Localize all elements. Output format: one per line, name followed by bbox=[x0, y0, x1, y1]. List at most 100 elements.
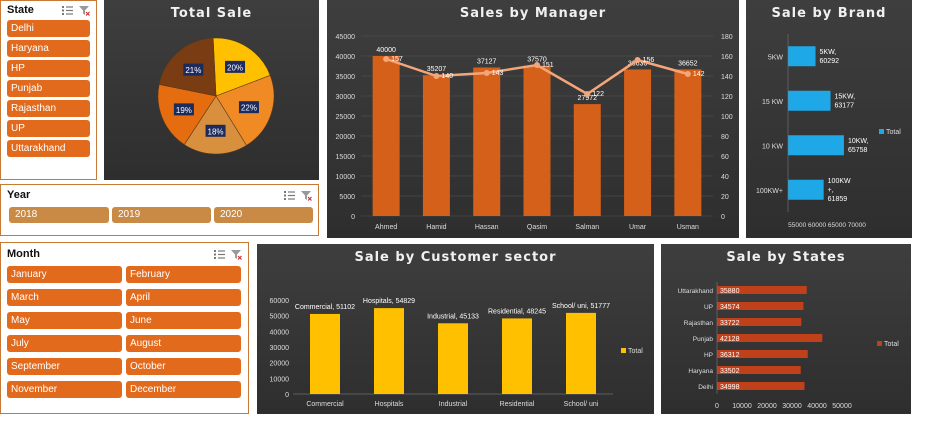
state-item-punjab[interactable]: Punjab bbox=[7, 80, 90, 97]
x-tick-label: 50000 bbox=[832, 403, 852, 410]
x-tick-label: Hamid bbox=[426, 224, 446, 231]
state-item-hp[interactable]: HP bbox=[7, 60, 90, 77]
line-data-label: 142 bbox=[693, 71, 705, 78]
y-tick-label: 25000 bbox=[336, 114, 356, 121]
bar-data-label: 42128 bbox=[720, 336, 740, 343]
state-item-delhi[interactable]: Delhi bbox=[7, 20, 90, 37]
y2-tick-label: 0 bbox=[721, 214, 725, 221]
multi-select-icon[interactable] bbox=[62, 5, 73, 16]
month-item-october[interactable]: October bbox=[126, 358, 241, 375]
state-item-uttarakhand[interactable]: Uttarakhand bbox=[7, 140, 90, 157]
state-item-haryana[interactable]: Haryana bbox=[7, 40, 90, 57]
state-item-rajasthan[interactable]: Rajasthan bbox=[7, 100, 90, 117]
line-data-label: 122 bbox=[592, 91, 604, 98]
year-item-2018[interactable]: 2018 bbox=[9, 207, 109, 223]
bar-data-label: 63177 bbox=[835, 102, 855, 109]
y2-tick-label: 140 bbox=[721, 74, 733, 81]
month-item-february[interactable]: February bbox=[126, 266, 241, 283]
bar bbox=[788, 90, 831, 111]
bar bbox=[473, 67, 501, 216]
month-item-january[interactable]: January bbox=[7, 266, 122, 283]
year-item-2020[interactable]: 2020 bbox=[214, 207, 313, 223]
month-item-may[interactable]: May bbox=[7, 312, 122, 329]
pie-label-box bbox=[225, 60, 246, 73]
month-item-march[interactable]: March bbox=[7, 289, 122, 306]
bar bbox=[502, 318, 532, 394]
x-tick-label: Industrial bbox=[439, 401, 468, 408]
x-tick-label: Residential bbox=[500, 401, 535, 408]
sale-by-brand-panel: Sale by Brand 5KW 5KW, 60292 15 KW 15KW, 6317… bbox=[746, 0, 912, 238]
bar-data-label: 15KW, bbox=[835, 93, 856, 100]
y2-tick-label: 80 bbox=[721, 134, 729, 141]
state-slicer: State Delhi Haryana HP Punjab Rajasthan … bbox=[0, 0, 97, 180]
bar-data-label: Industrial, 45133 bbox=[427, 313, 479, 320]
line-data-label: 157 bbox=[391, 56, 403, 63]
month-item-june[interactable]: June bbox=[126, 312, 241, 329]
pie-label-box bbox=[205, 124, 226, 137]
month-item-august[interactable]: August bbox=[126, 335, 241, 352]
x-tick-label: 30000 bbox=[782, 403, 802, 410]
year-item-2019[interactable]: 2019 bbox=[112, 207, 211, 223]
bar bbox=[788, 135, 844, 156]
clear-filter-icon[interactable] bbox=[231, 249, 242, 260]
state-slicer-header: State bbox=[1, 1, 96, 17]
customer-sector-chart: 0 10000 20000 30000 40000 50000 60000 Commercia… bbox=[270, 298, 644, 408]
total-sale-panel: Total Sale 20% 22% 18% 19% 21% bbox=[104, 0, 319, 180]
bar-data-label: 34574 bbox=[720, 304, 740, 311]
y-tick-label: 10000 bbox=[336, 174, 356, 181]
x-tick-label: 10000 bbox=[732, 403, 752, 410]
bar bbox=[717, 366, 801, 374]
multi-select-icon[interactable] bbox=[284, 190, 295, 201]
month-item-april[interactable]: April bbox=[126, 289, 241, 306]
y-tick-label: 30000 bbox=[270, 345, 290, 352]
bar bbox=[372, 56, 400, 216]
x-tick-label: 0 bbox=[715, 403, 719, 410]
bar bbox=[717, 382, 805, 390]
line-data-label: 151 bbox=[542, 62, 554, 69]
bar-data-label: 100KW bbox=[828, 178, 851, 185]
y-tick-label: 10000 bbox=[270, 376, 290, 383]
pie-data-label: 20% bbox=[227, 63, 243, 72]
y-tick-label: Punjab bbox=[693, 336, 714, 343]
y2-tick-label: 60 bbox=[721, 154, 729, 161]
bar-data-label: 37570 bbox=[527, 57, 547, 64]
month-item-november[interactable]: November bbox=[7, 381, 122, 398]
sale-by-states-panel: Sale by States 0 10000 20000 30000 40000 5000… bbox=[661, 244, 911, 414]
customer-sector-panel: Sale by Customer sector 0 10000 20000 30000… bbox=[257, 244, 654, 414]
clear-filter-icon[interactable] bbox=[79, 5, 90, 16]
month-item-july[interactable]: July bbox=[7, 335, 122, 352]
y-tick-label: 40000 bbox=[336, 54, 356, 61]
line-point bbox=[684, 71, 691, 77]
y-tick-label: Uttarakhand bbox=[678, 288, 714, 295]
legend-swatch bbox=[621, 348, 626, 353]
month-grid: January February March April May June Ju… bbox=[1, 263, 248, 401]
clear-filter-icon[interactable] bbox=[301, 190, 312, 201]
line-point bbox=[433, 73, 440, 79]
bar-data-label: School/ uni, 51777 bbox=[552, 303, 610, 310]
x-tick-label: Usman bbox=[677, 224, 699, 231]
bar bbox=[573, 104, 601, 216]
bar-data-label: 40000 bbox=[376, 47, 396, 54]
y-tick-label: 20000 bbox=[270, 361, 290, 368]
state-item-up[interactable]: UP bbox=[7, 120, 90, 137]
slicer-toolbar bbox=[284, 190, 312, 201]
bar bbox=[523, 65, 551, 216]
x-tick-label: Ahmed bbox=[375, 224, 397, 231]
bar-data-label: 37127 bbox=[477, 58, 497, 65]
y-tick-label: 5KW bbox=[768, 54, 784, 61]
y2-tick-label: 160 bbox=[721, 54, 733, 61]
bar-data-label: Commercial, 51102 bbox=[295, 304, 355, 311]
line-data-label: 143 bbox=[492, 70, 504, 77]
chart-title: Sales by Manager bbox=[459, 6, 607, 21]
bar-data-label: 10KW, bbox=[848, 138, 869, 145]
multi-select-icon[interactable] bbox=[214, 249, 225, 260]
month-item-december[interactable]: December bbox=[126, 381, 241, 398]
month-slicer: Month January February March April May J… bbox=[0, 242, 249, 414]
y-tick-label: Haryana bbox=[688, 368, 713, 375]
y-tick-label: 100KW+ bbox=[756, 188, 783, 195]
month-item-september[interactable]: September bbox=[7, 358, 122, 375]
bar bbox=[422, 75, 450, 216]
y-tick-label: 60000 bbox=[270, 298, 290, 305]
x-tick-label: School/ uni bbox=[564, 401, 599, 408]
slicer-toolbar bbox=[62, 5, 90, 16]
